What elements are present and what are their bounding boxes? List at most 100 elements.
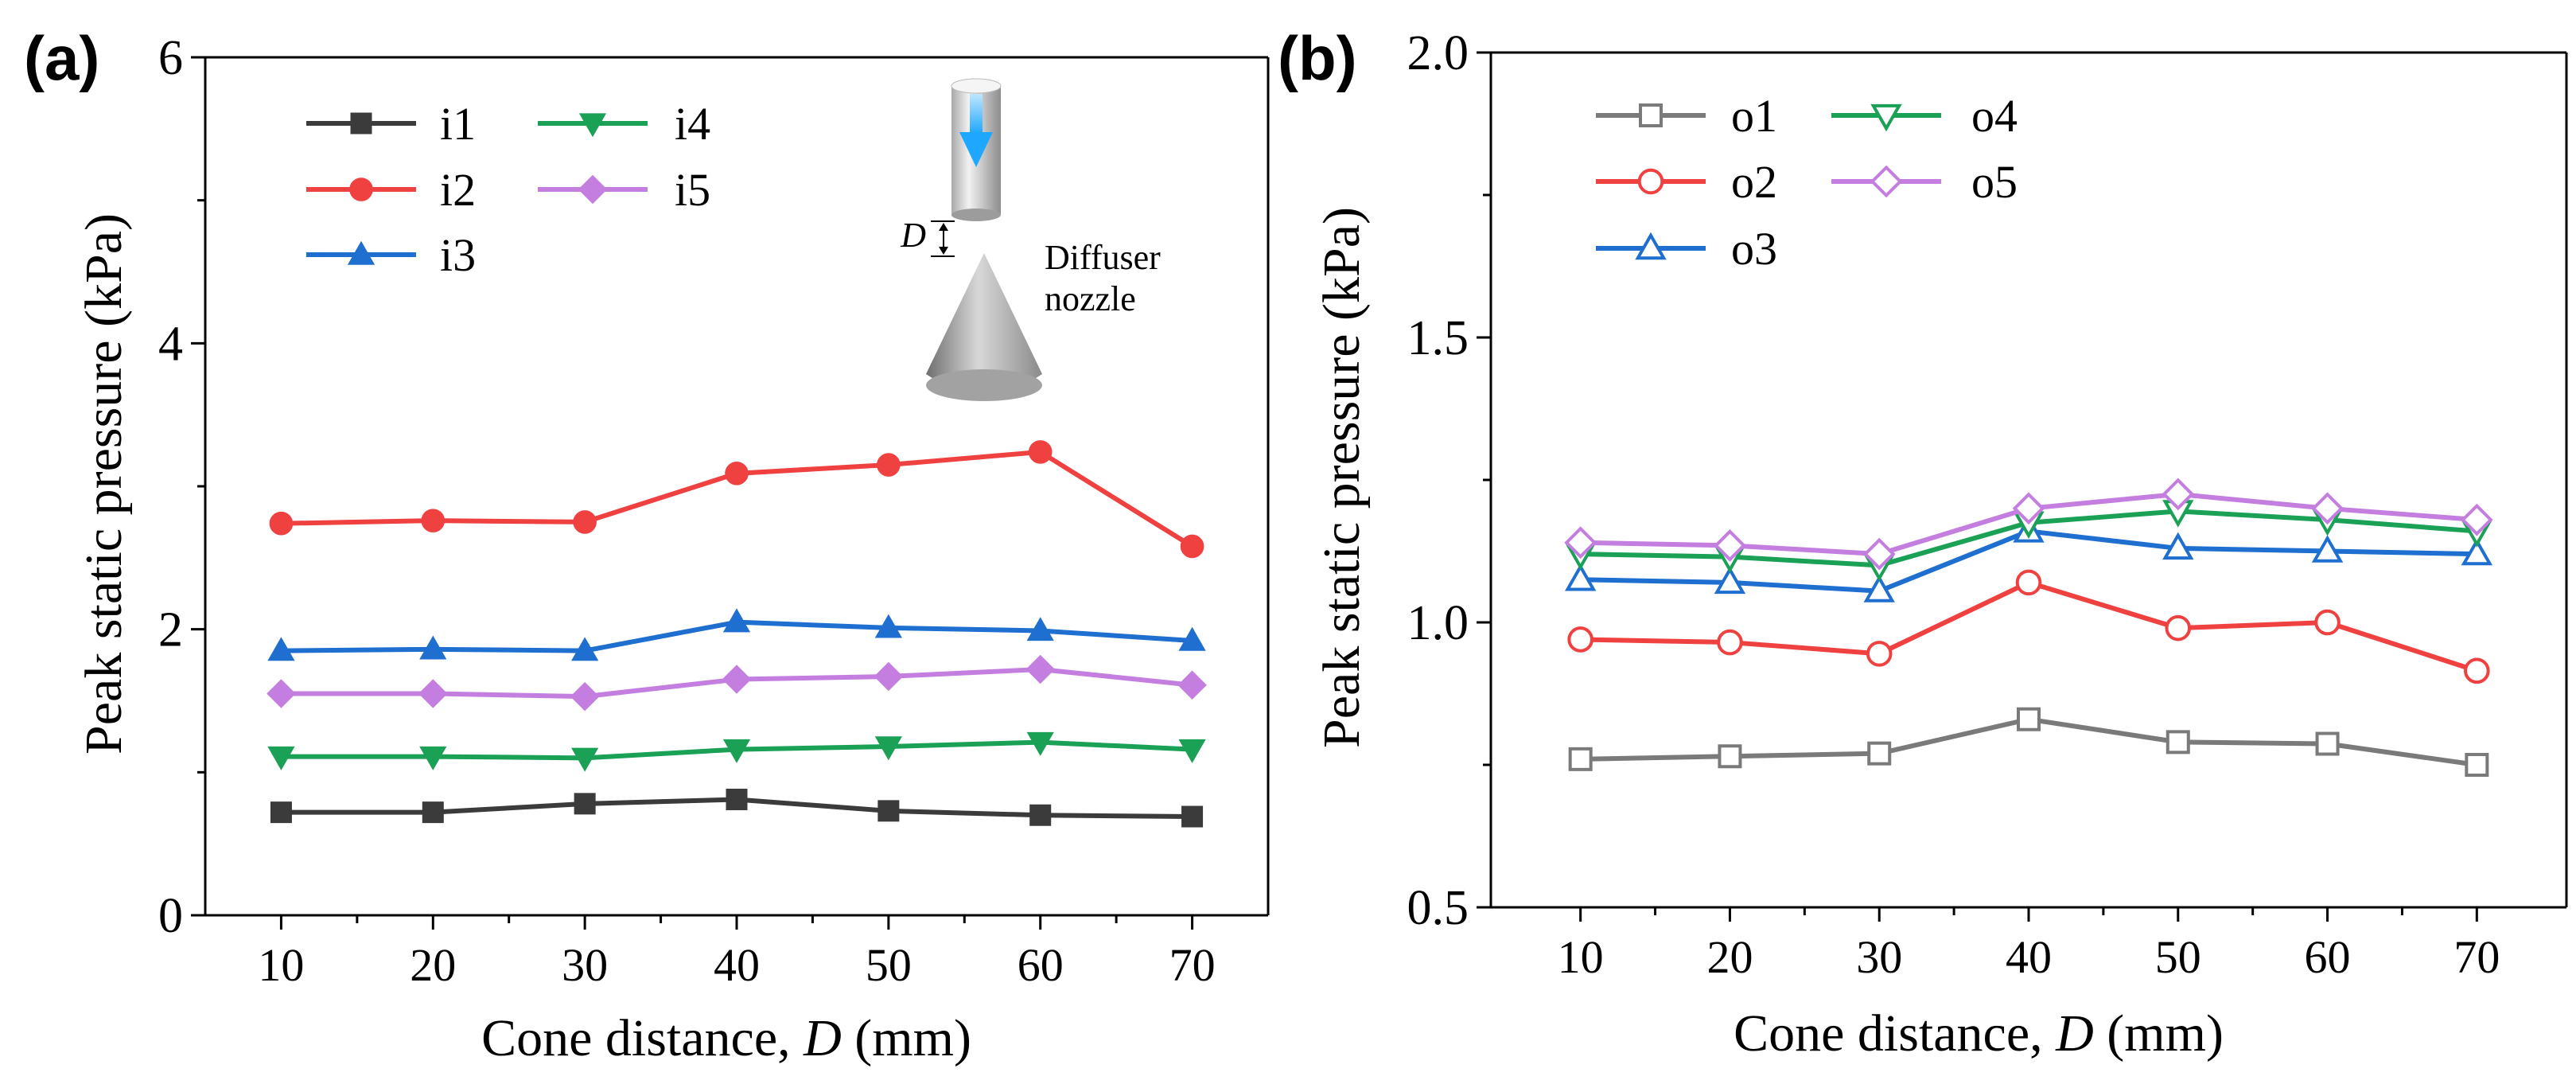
panel-b-x-tick-label: 60 (2305, 931, 2351, 983)
panel-a-data-point-i5 (267, 679, 296, 708)
panel-a-data-point-i4 (419, 746, 447, 770)
panel-a-data-point-i5 (722, 665, 752, 694)
panel-b-legend-item-o2: o2 (1596, 156, 1777, 208)
panel-a-x-tick-label: 60 (1018, 939, 1064, 991)
panel-a-xlabel-prefix: Cone distance, (481, 1009, 804, 1067)
panel-b-data-point-o2 (1866, 641, 1893, 667)
flow-arrow-icon (959, 94, 993, 167)
panel-a-xlabel-suffix: (mm) (842, 1009, 971, 1067)
panel-b-data-point-o3 (1564, 563, 1597, 591)
pipe-cylinder (951, 78, 1002, 221)
panel-b-y-tick-label: 2.0 (1407, 26, 1469, 80)
panel-b-x-tick-label: 20 (1706, 931, 1753, 983)
panel-a-data-point-i1 (422, 801, 444, 824)
panel-a-legend-item-i3: i3 (306, 229, 476, 281)
panel-b-data-point-o5 (2311, 492, 2344, 525)
panel-a-x-tick-label: 40 (714, 939, 760, 991)
panel-b-series-o5 (1564, 478, 2493, 571)
panel-a-x-tick-label: 50 (866, 939, 912, 991)
panel-b-legend-marker-o4 (1870, 103, 1902, 132)
panel-b-data-point-o5 (1714, 528, 1746, 562)
panel-b-data-point-o1 (2165, 730, 2190, 755)
panel-b-x-tick-label: 40 (2006, 931, 2052, 983)
panel-a-data-point-i1 (270, 801, 292, 824)
panel-b-xlabel-prefix: Cone distance, (1734, 1004, 2056, 1063)
inset-var-label: D (900, 216, 926, 255)
panel-a-ylabel: Peak static pressure (kPa) (75, 213, 133, 755)
panel-a-legend-marker-i5 (578, 174, 608, 205)
panel-a-data-point-i3 (874, 614, 902, 638)
panel-a-data-point-i4 (267, 746, 295, 770)
panel-a-legend-item-i2: i2 (306, 164, 476, 216)
panel-a-data-point-i5 (1177, 670, 1207, 700)
panel-a-series-i1 (270, 788, 1204, 828)
panel-b-legend-label: o1 (1731, 90, 1777, 142)
panel-a-legend-label: i2 (440, 164, 476, 216)
panel-b-data-point-o2 (1567, 626, 1593, 653)
panel-a-data-point-i3 (722, 608, 751, 633)
panel-b-legend-label: o4 (1971, 90, 2018, 142)
panel-a: (a) 10 20 30 40 50 60 70 0 2 4 6 Peak static press… (24, 23, 1270, 1067)
panel-b-series-o1 (1568, 707, 2489, 777)
panel-b-xlabel-suffix: (mm) (2094, 1004, 2224, 1063)
panel-a-data-point-i2 (1028, 440, 1053, 464)
panel-a-data-point-i1 (1029, 804, 1052, 826)
panel-a-series-i3 (267, 608, 1206, 661)
panel-a-data-point-i2 (421, 509, 446, 532)
panel-a-y-tick-label: 0 (158, 889, 183, 943)
panel-a-x-tick-label: 30 (562, 939, 608, 991)
panel-a-xlabel: Cone distance, D (mm) (481, 1009, 971, 1067)
panel-b-ylabel: Peak static pressure (kPa) (1313, 207, 1371, 748)
panel-a-data-point-i3 (419, 635, 447, 660)
panel-a-data-point-i3 (267, 637, 295, 661)
panel-b-legend-item-o3: o3 (1596, 223, 1777, 275)
panel-a-legend-label: i1 (440, 98, 476, 150)
panel-a-series-i2 (269, 440, 1204, 559)
panel-b-legend-label: o5 (1971, 156, 2018, 208)
panel-b-series-o2 (1567, 569, 2490, 684)
panel-b-legend-item-o1: o1 (1596, 90, 1777, 142)
panel-a-legend-label: i5 (675, 164, 710, 216)
panel-b-xlabel: Cone distance, D (mm) (1734, 1004, 2224, 1063)
panel-a-x-tick-label: 20 (410, 939, 456, 991)
panel-a-legend-label: i3 (440, 229, 476, 281)
panel-a-data-point-i1 (726, 788, 748, 810)
panel-a-data-point-i3 (1026, 617, 1054, 641)
panel-b-y-tick-label: 0.5 (1407, 881, 1469, 935)
panel-a-data-point-i5 (874, 661, 904, 692)
panel-b-data-point-o1 (2017, 707, 2041, 731)
panel-b-data-point-o5 (2162, 478, 2195, 511)
panel-b-legend-marker-o3 (1635, 232, 1667, 260)
panel-a-y-tick-label: 2 (158, 603, 183, 657)
panel-a-data-point-i2 (877, 453, 901, 477)
panel-b-legend-marker-o1 (1639, 103, 1663, 127)
panel-a-legend-marker-i1 (350, 112, 372, 135)
panel-b-legend-item-o5: o5 (1831, 156, 2018, 208)
panel-a-series-i4 (267, 731, 1206, 772)
panel-a-data-point-i4 (722, 739, 751, 763)
panel-b-data-point-o2 (2015, 569, 2042, 596)
panel-b-data-point-o3 (1863, 575, 1895, 602)
panel-b-data-point-o2 (1717, 629, 1743, 656)
panel-b-x-tick-label: 30 (1856, 931, 1902, 983)
panel-a-data-point-i3 (571, 637, 599, 661)
panel-b-x-tick-label: 10 (1558, 931, 1604, 983)
panel-b-data-point-o2 (2464, 657, 2490, 684)
panel-a-legend-marker-i4 (578, 113, 607, 138)
panel-a-data-point-i5 (570, 681, 600, 712)
panel-a-xlabel-var: D (803, 1009, 842, 1067)
panel-a-plot-area: 10 20 30 40 50 60 70 0 2 4 6 (158, 31, 1270, 991)
panel-a-legend: i1 i2 i3 i4 i5 (306, 98, 710, 281)
panel-a-label: (a) (24, 23, 99, 93)
panel-a-data-point-i4 (874, 736, 902, 761)
panel-b-legend-label: o2 (1731, 156, 1777, 208)
panel-b-data-point-o5 (1862, 537, 1896, 571)
panel-b-data-point-o5 (2012, 492, 2045, 525)
panel-b-data-point-o2 (2165, 614, 2192, 641)
panel-b-data-point-o1 (1718, 744, 1742, 769)
panel-a-data-point-i1 (877, 800, 900, 822)
panel-b-data-point-o5 (2460, 503, 2493, 536)
panel-a-data-point-i2 (1180, 534, 1204, 559)
panel-b-plot-area: 10 20 30 40 50 60 70 0.5 1.0 1.5 2.0 (1407, 26, 2568, 983)
panel-a-series-i5 (267, 654, 1207, 712)
